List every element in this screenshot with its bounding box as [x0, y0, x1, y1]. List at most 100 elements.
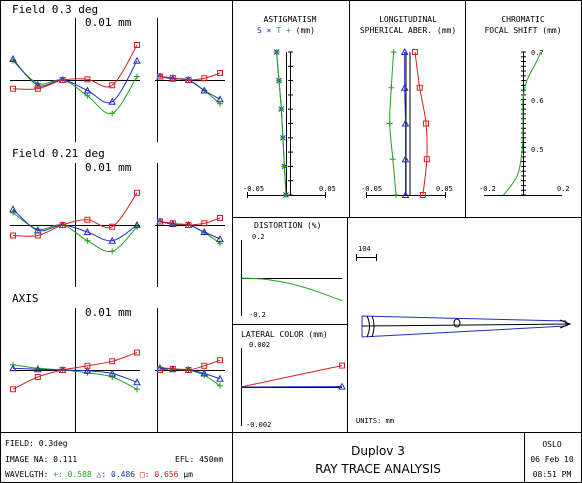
- fan-2-sagittal-blue-point: [216, 234, 224, 242]
- astigmatism-T-point: [275, 77, 282, 84]
- lateral-color-ytick-top: 0.002: [249, 341, 271, 349]
- fan-1-tangential-green-point: [84, 92, 91, 99]
- astigmatism-T-point: [283, 192, 289, 198]
- program-name: OSLO: [542, 440, 562, 449]
- longitudinal-0.656-point: [423, 120, 430, 127]
- distortion-curve: [240, 277, 343, 302]
- wavelength-unit: μm: [183, 470, 193, 479]
- chromatic-ytick-0.7: 0.7: [531, 49, 544, 57]
- footer-wavelength: WAVELGTH: +: 0.588 △: 0.486 □: 0.656 μm: [5, 471, 193, 479]
- fan-2-tangential-blue-point: [133, 220, 141, 228]
- fan-3-tangential-red-point: [109, 358, 116, 365]
- layout-secondary-element: [453, 318, 461, 328]
- longitudinal-0.656-curve: [414, 51, 428, 196]
- fan-1-tangential-red-point: [134, 42, 140, 48]
- longitudinal-0.588-point: [388, 84, 395, 91]
- fan-2-sagittal-red-point: [157, 218, 163, 225]
- longitudinal-tick-right: 0.05: [436, 185, 453, 193]
- fan-2-tangential-red-point: [109, 223, 116, 230]
- chromatic-tick-right: 0.2: [557, 185, 570, 193]
- fan-1-tangential-blue-point: [83, 86, 92, 94]
- footer-field: FIELD: 0.3deg: [5, 439, 68, 448]
- fan-1-tangential-blue-point: [108, 97, 117, 105]
- fan-1-sagittal-red-point: [157, 73, 163, 80]
- longitudinal-0.486-point: [401, 190, 410, 198]
- fan-1-sagittal-red-point: [217, 70, 223, 76]
- longitudinal-tick-left: -0.05: [361, 185, 383, 193]
- fan-2-sagittal-blue-point: [200, 227, 209, 235]
- chromatic-subtitle: FOCAL SHIFT (mm): [484, 26, 562, 35]
- fan-2-tangential-blue-point: [9, 205, 17, 213]
- fan-1-tangential-red-point: [10, 85, 16, 92]
- fan-2-tangential-red-point: [59, 222, 66, 228]
- fan-3-sagittal-blue-point: [200, 369, 209, 377]
- fan-2-sagittal-red-curve: [159, 217, 221, 226]
- longitudinal-0.656-point: [411, 49, 418, 55]
- fan-3-tangential-green-point: [134, 386, 140, 393]
- footer-image-na: IMAGE NA: 0.111: [5, 455, 78, 464]
- lateral-color-title: LATERAL COLOR (mm): [241, 330, 328, 339]
- fan-1-sagittal-red-point: [201, 75, 208, 82]
- fan-3-sagittal-green-point: [217, 382, 223, 389]
- fan-2-sagittal-red-point: [217, 215, 223, 221]
- fan-2-tangential-red-point: [84, 216, 91, 223]
- fan-scale-row-3: 0.01 mm: [85, 306, 132, 319]
- legend-t-marker: +: [285, 26, 291, 35]
- astigmatism-T-point: [273, 49, 280, 55]
- distortion-ytick-bottom: -0.2: [249, 311, 266, 319]
- distortion-title: DISTORTION (%): [254, 221, 322, 230]
- astigmatism-title: ASTIGMATISM: [263, 15, 317, 24]
- fan-1-tangential-green-curve: [12, 60, 138, 115]
- fan-title-row-1: Field 0.3 deg: [12, 3, 99, 16]
- fan-2-tangential-green-point: [10, 209, 16, 216]
- longitudinal-0.486-point: [401, 119, 410, 127]
- fan-1-tangential-blue-point: [133, 56, 141, 64]
- time-stamp: 08:51 PM: [532, 470, 572, 479]
- fan-2-sagittal-red-point: [185, 222, 192, 228]
- fan-title-row-3: AXIS: [12, 292, 39, 305]
- astigmatism-T-point: [278, 106, 285, 113]
- chromatic-tick-left: -0.2: [479, 185, 496, 193]
- chromatic-title: CHROMATIC: [501, 15, 545, 24]
- fan-1-sagittal-red-point: [169, 74, 176, 81]
- fan-3-sagittal-red-point: [217, 357, 223, 364]
- fan-2-tangential-green-point: [109, 248, 116, 255]
- astigmatism-T-point: [281, 163, 288, 170]
- longitudinal-0.656-point: [416, 84, 423, 91]
- longitudinal-subtitle: SPHERICAL ABER. (mm): [359, 26, 457, 35]
- fan-3-tangential-blue-point: [108, 369, 117, 377]
- lateral-color-red-curve: [240, 365, 343, 388]
- fan-1-tangential-red-point: [84, 76, 91, 83]
- fan-2-tangential-red-point: [34, 232, 41, 239]
- fan-2-tangential-red-point: [10, 232, 16, 239]
- fan-2-tangential-green-point: [84, 237, 91, 244]
- fan-1-sagittal-red-curve: [159, 72, 221, 81]
- chromatic-ytick-0.5: 0.5: [531, 146, 544, 154]
- longitudinal-title: LONGITUDINAL: [379, 15, 437, 24]
- chromatic-focal-shift-curve: [503, 51, 541, 196]
- fan-title-row-2: Field 0.21 deg: [12, 147, 105, 160]
- fan-2-tangential-blue-point: [108, 236, 117, 244]
- layout-units: UNITS: mm: [356, 417, 394, 425]
- footer-efl: EFL: 450mm: [175, 455, 224, 464]
- fan-3-tangential-blue-point: [133, 378, 141, 386]
- legend-unit: (mm): [295, 26, 315, 35]
- fan-1-tangential-green-point: [134, 73, 140, 80]
- lens-name: Duplov 3: [351, 444, 405, 458]
- fan-3-sagittal-blue-point: [216, 374, 224, 382]
- distortion-ytick-top: 0.2: [252, 233, 265, 241]
- lateral-color-red-point: [339, 362, 345, 369]
- wavelength-label: WAVELGTH:: [5, 470, 49, 479]
- fan-3-tangential-red-point: [10, 386, 16, 393]
- legend-t: T: [276, 26, 282, 35]
- fan-3-tangential-blue-point: [83, 366, 92, 374]
- astigmatism-tick-left: -0.05: [243, 185, 265, 193]
- fan-3-sagittal-red-point: [201, 362, 208, 369]
- astigmatism-T-curve: [276, 51, 287, 196]
- fan-scale-row-1: 0.01 mm: [85, 16, 132, 29]
- fan-3-tangential-red-point: [34, 374, 41, 380]
- layout-lens-element: [366, 315, 375, 338]
- longitudinal-0.486-curve: [404, 51, 407, 195]
